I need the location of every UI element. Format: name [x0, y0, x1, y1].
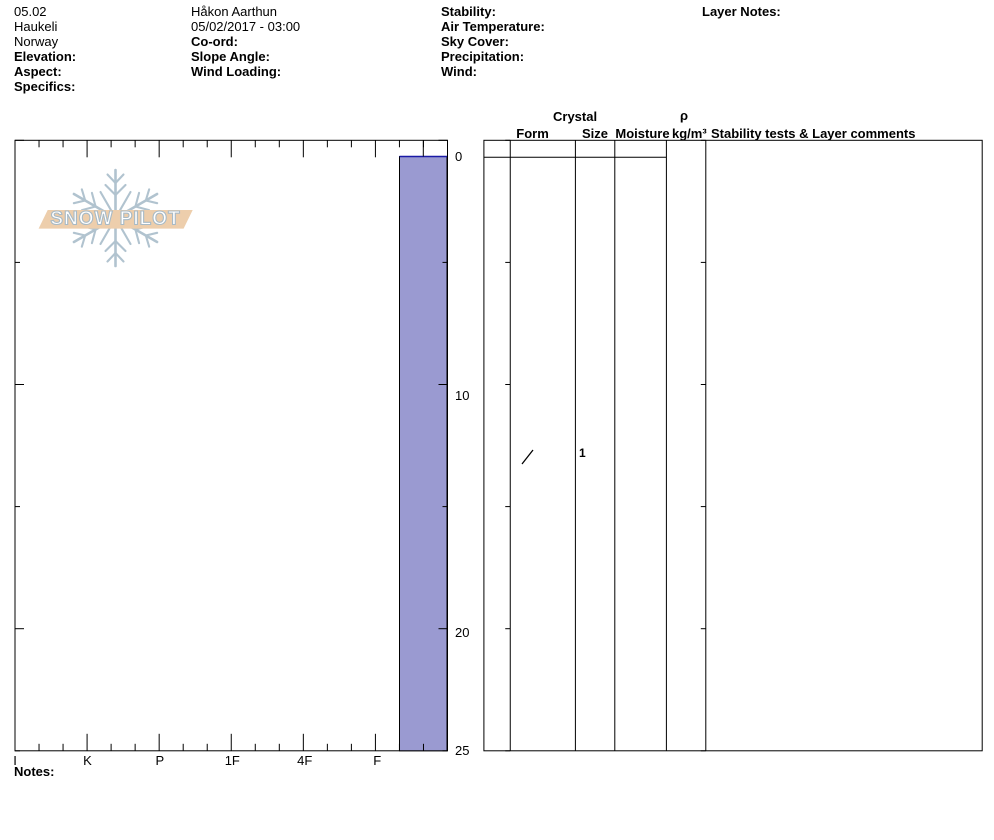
- svg-text:SNOW PILOT: SNOW PILOT: [50, 209, 180, 230]
